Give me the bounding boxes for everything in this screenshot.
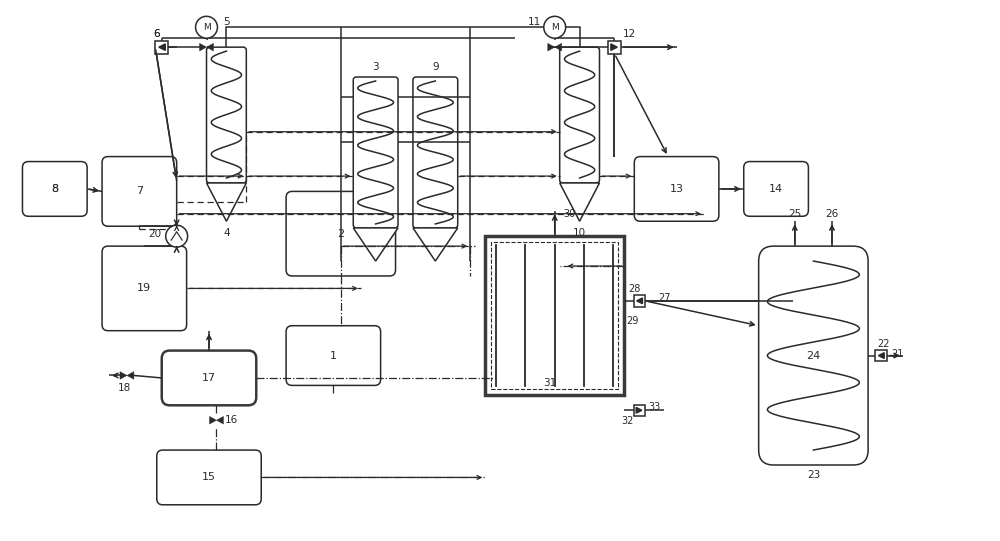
Bar (491, 242, 618, 390)
Polygon shape (560, 183, 599, 221)
Circle shape (544, 16, 566, 38)
Polygon shape (637, 298, 642, 304)
Text: 2: 2 (337, 229, 344, 239)
Text: 19: 19 (137, 283, 151, 293)
FancyBboxPatch shape (560, 47, 599, 183)
FancyBboxPatch shape (286, 192, 396, 276)
Text: 31: 31 (543, 378, 556, 388)
Circle shape (166, 225, 188, 247)
FancyBboxPatch shape (634, 156, 719, 221)
Bar (634, 405, 645, 416)
FancyBboxPatch shape (413, 77, 458, 228)
Text: 21: 21 (891, 348, 903, 359)
Polygon shape (216, 417, 223, 424)
Text: 1: 1 (330, 351, 337, 360)
Polygon shape (209, 417, 216, 424)
Text: 7: 7 (136, 187, 143, 196)
Text: 18: 18 (117, 384, 131, 393)
Text: 28: 28 (628, 284, 640, 294)
Polygon shape (555, 43, 562, 51)
Text: 26: 26 (825, 209, 839, 219)
Text: 8: 8 (51, 184, 58, 194)
FancyBboxPatch shape (286, 326, 381, 385)
Text: 6: 6 (153, 29, 160, 39)
Text: 29: 29 (626, 316, 639, 326)
Polygon shape (159, 44, 165, 50)
Polygon shape (120, 372, 127, 379)
Text: 4: 4 (223, 228, 230, 238)
Polygon shape (611, 44, 617, 50)
Polygon shape (200, 43, 207, 51)
Bar (155, 41, 168, 54)
FancyBboxPatch shape (744, 162, 808, 216)
Text: 32: 32 (621, 416, 634, 426)
FancyBboxPatch shape (207, 47, 246, 183)
Bar (634, 295, 645, 307)
Text: 24: 24 (806, 351, 821, 360)
Polygon shape (413, 228, 458, 261)
Circle shape (196, 16, 217, 38)
Text: 15: 15 (202, 472, 216, 483)
Bar (875, 350, 887, 361)
Bar (608, 41, 621, 54)
Text: 13: 13 (670, 184, 684, 194)
Text: M: M (203, 23, 210, 32)
Text: 14: 14 (769, 184, 783, 194)
FancyBboxPatch shape (102, 156, 177, 226)
Text: 27: 27 (658, 293, 670, 303)
Text: 22: 22 (877, 339, 889, 348)
Text: 9: 9 (432, 62, 439, 72)
FancyBboxPatch shape (353, 77, 398, 228)
Polygon shape (207, 43, 213, 51)
Text: 11: 11 (528, 17, 541, 27)
FancyBboxPatch shape (759, 246, 868, 465)
Text: 12: 12 (623, 29, 636, 39)
Polygon shape (878, 353, 884, 359)
Polygon shape (548, 43, 555, 51)
Polygon shape (353, 228, 398, 261)
Text: 3: 3 (372, 62, 379, 72)
FancyBboxPatch shape (162, 351, 256, 405)
Text: 8: 8 (51, 184, 58, 194)
Text: 6: 6 (153, 29, 160, 39)
Text: 23: 23 (807, 470, 820, 480)
Text: 25: 25 (788, 209, 801, 219)
Polygon shape (636, 407, 642, 413)
FancyBboxPatch shape (102, 246, 187, 331)
Text: 17: 17 (202, 373, 216, 383)
Bar (485, 236, 624, 395)
Text: 16: 16 (225, 415, 238, 425)
Polygon shape (207, 183, 246, 221)
Text: 5: 5 (223, 17, 230, 27)
FancyBboxPatch shape (22, 162, 87, 216)
Text: 10: 10 (573, 228, 586, 238)
Polygon shape (127, 372, 134, 379)
Text: M: M (551, 23, 559, 32)
Text: 20: 20 (148, 229, 161, 239)
FancyBboxPatch shape (157, 450, 261, 505)
Text: 30: 30 (564, 209, 576, 219)
Text: 33: 33 (648, 403, 660, 412)
